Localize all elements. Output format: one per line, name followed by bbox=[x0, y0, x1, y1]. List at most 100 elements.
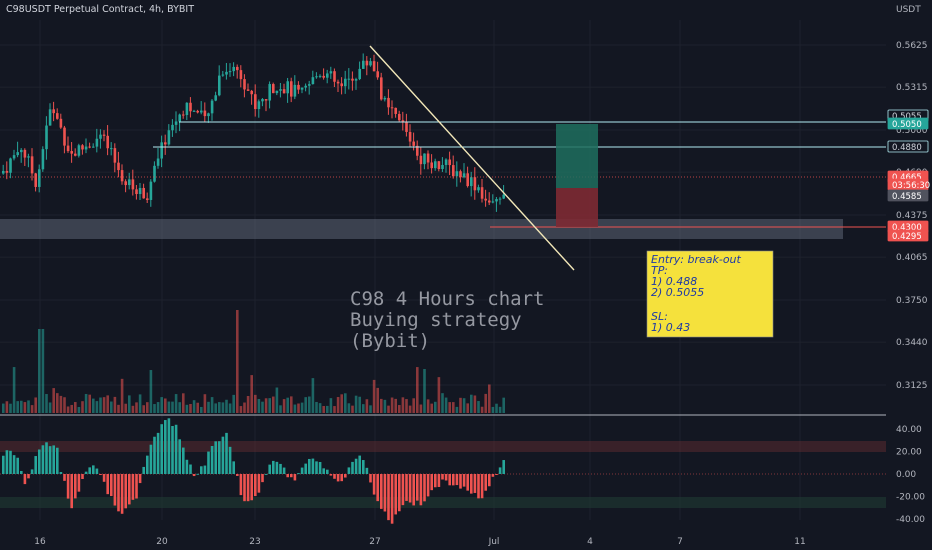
annotation-line-2: Buying strategy bbox=[350, 309, 522, 331]
osc-bar bbox=[218, 441, 221, 474]
osc-bar bbox=[178, 439, 181, 474]
osc-bar bbox=[340, 474, 343, 482]
candle-body bbox=[84, 146, 88, 150]
candle-body bbox=[228, 71, 232, 73]
volume-bar bbox=[210, 397, 214, 413]
volume-bar bbox=[448, 402, 451, 413]
candle-body bbox=[387, 97, 390, 108]
osc-bar bbox=[455, 474, 459, 486]
volume-bar bbox=[272, 396, 275, 413]
volume-bar bbox=[380, 398, 383, 413]
osc-bar bbox=[480, 474, 484, 499]
candle-body bbox=[452, 165, 455, 177]
price-tick-label: 0.3750 bbox=[896, 296, 928, 306]
volume-bar bbox=[218, 402, 221, 413]
note-line-3: 1) 0.488 bbox=[651, 275, 697, 288]
volume-bar bbox=[466, 403, 469, 413]
osc-bar bbox=[149, 444, 153, 474]
volume-bar bbox=[196, 402, 199, 413]
osc-bar bbox=[279, 463, 282, 474]
osc-bar bbox=[66, 474, 70, 499]
osc-bar bbox=[210, 446, 214, 474]
candle-body bbox=[210, 100, 214, 114]
candle-body bbox=[178, 114, 181, 122]
volume-bar bbox=[412, 398, 415, 413]
osc-bar bbox=[102, 474, 106, 482]
volume-bar bbox=[131, 405, 135, 413]
osc-bar bbox=[239, 474, 243, 496]
osc-bar bbox=[272, 460, 275, 474]
volume-bar bbox=[344, 393, 347, 413]
volume-bar bbox=[315, 401, 318, 413]
osc-bar bbox=[437, 474, 441, 487]
strategy-note[interactable]: Entry: break-out TP: 1) 0.488 2) 0.5055 … bbox=[646, 250, 774, 338]
candle-body bbox=[412, 141, 415, 146]
candle-body bbox=[239, 70, 243, 80]
osc-bar bbox=[254, 474, 257, 497]
volume-bar bbox=[135, 402, 138, 413]
candle-body bbox=[66, 145, 70, 152]
osc-upper-band bbox=[0, 441, 886, 452]
candle-body bbox=[120, 170, 124, 182]
osc-bar bbox=[20, 470, 23, 474]
osc-bar bbox=[329, 474, 333, 476]
osc-bar bbox=[376, 474, 379, 502]
osc-bar bbox=[95, 468, 99, 474]
osc-bar bbox=[488, 474, 491, 487]
volume-bar bbox=[66, 406, 70, 413]
candle-body bbox=[182, 114, 185, 116]
osc-tick-label: 0.00 bbox=[896, 470, 916, 480]
volume-bar bbox=[286, 397, 289, 413]
candle-body bbox=[149, 181, 153, 200]
volume-bar bbox=[246, 395, 250, 413]
osc-bar bbox=[5, 450, 9, 474]
osc-bar bbox=[498, 467, 502, 474]
volume-bar bbox=[340, 394, 343, 413]
volume-bar bbox=[178, 402, 181, 413]
osc-bar bbox=[430, 474, 433, 491]
candle-body bbox=[455, 171, 459, 177]
osc-bar bbox=[448, 474, 451, 486]
candle-body bbox=[110, 148, 113, 150]
volume-bar bbox=[470, 394, 473, 413]
candle-body bbox=[423, 153, 426, 165]
candle-body bbox=[430, 162, 433, 169]
candle-body bbox=[495, 199, 498, 202]
candle-body bbox=[138, 187, 142, 195]
time-tick-label: 23 bbox=[249, 537, 260, 547]
osc-bar bbox=[383, 474, 387, 512]
volume-bar bbox=[308, 396, 311, 413]
volume-bar bbox=[351, 405, 354, 413]
volume-bar bbox=[480, 406, 484, 413]
osc-tick-label: 40.00 bbox=[896, 425, 922, 435]
volume-bar bbox=[182, 393, 185, 413]
osc-bar bbox=[326, 469, 329, 474]
volume-bar bbox=[48, 402, 52, 413]
candle-body bbox=[171, 124, 174, 131]
osc-bar bbox=[106, 474, 109, 495]
volume-bar bbox=[452, 402, 455, 413]
volume-bar bbox=[477, 401, 480, 413]
candle-body bbox=[92, 146, 95, 148]
osc-bar bbox=[477, 474, 480, 499]
candle-body bbox=[372, 61, 376, 72]
volume-bar bbox=[358, 396, 361, 413]
osc-bar bbox=[142, 466, 145, 474]
volume-bar bbox=[5, 401, 9, 413]
osc-bar bbox=[84, 471, 88, 474]
osc-bar bbox=[38, 449, 41, 474]
osc-bar bbox=[444, 474, 448, 481]
volume-bar bbox=[372, 379, 376, 413]
osc-bar bbox=[214, 441, 217, 474]
volume-bar bbox=[390, 397, 394, 413]
candle-body bbox=[459, 171, 462, 178]
candle-body bbox=[286, 81, 289, 94]
price-tag-label: 0.4880 bbox=[892, 143, 922, 153]
candle-body bbox=[20, 149, 23, 153]
candle-body bbox=[232, 66, 235, 72]
osc-bar bbox=[200, 466, 203, 474]
volume-bar bbox=[12, 367, 16, 413]
chart-annotation: C98 4 Hours chart Buying strategy (Bybit… bbox=[350, 288, 544, 352]
candle-body bbox=[405, 122, 408, 132]
